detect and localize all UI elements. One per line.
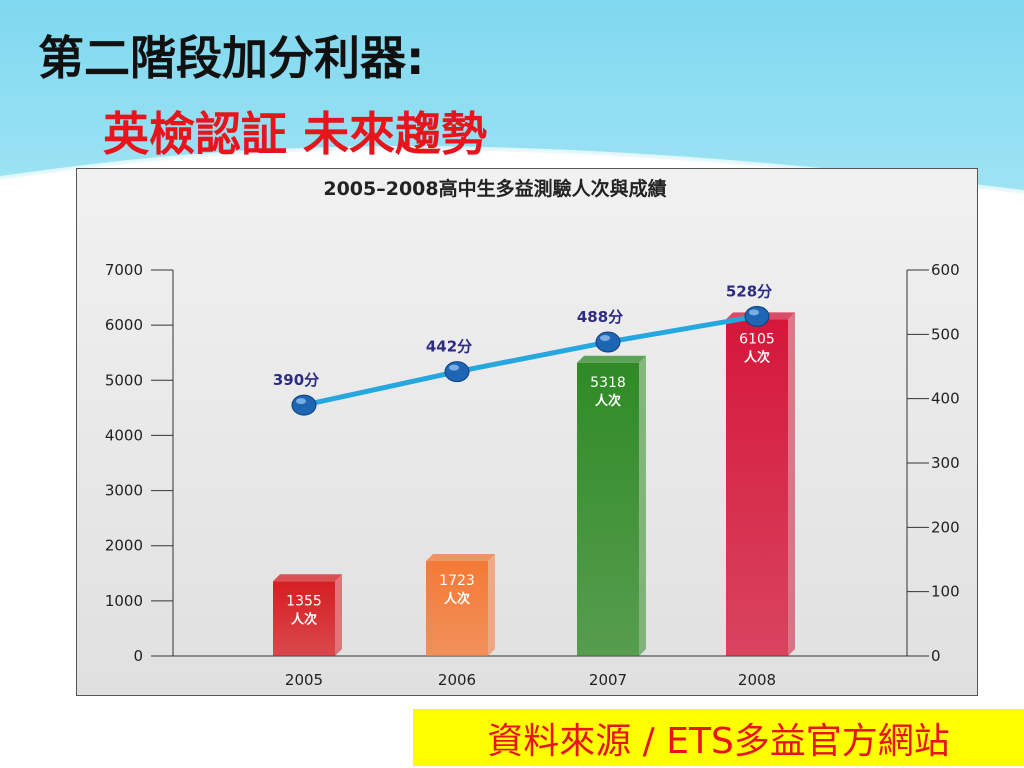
y-right-tick-label: 0 (931, 647, 941, 665)
bar-2006 (426, 560, 488, 656)
y-left-tick-label: 1000 (105, 592, 143, 610)
x-tick-label: 2005 (285, 671, 323, 689)
bar-unit-label: 人次 (744, 349, 770, 365)
bar-side-face (788, 312, 795, 656)
score-marker (595, 331, 621, 353)
chart-panel: 2005–2008高中生多益測驗人次與成績 0 1000 2000 3000 4000 5… (76, 168, 978, 696)
x-tick-label: 2007 (589, 671, 627, 689)
slide-heading: 第二階段加分利器: (38, 31, 425, 85)
score-marker-highlight (600, 335, 610, 342)
chart-canvas: 2005–2008高中生多益測驗人次與成績 010002000300040005… (105, 177, 960, 689)
y-right-tick-label: 200 (931, 518, 960, 536)
y-left-tick-label: 6000 (105, 316, 143, 334)
score-marker-highlight (749, 309, 759, 316)
y-left-tick-label: 2000 (105, 537, 143, 555)
score-marker (444, 361, 470, 383)
y-right-tick-label: 400 (931, 390, 960, 408)
score-label: 442分 (426, 338, 472, 356)
x-tick-label: 2006 (438, 671, 476, 689)
y-right-tick-label: 100 (931, 583, 960, 601)
bar-top-face (426, 553, 495, 561)
bar-side-face (488, 553, 495, 656)
bar-value-label: 5318 (590, 375, 626, 391)
bar-unit-label: 人次 (595, 393, 621, 409)
bar-value-label: 1355 (286, 593, 322, 609)
bar-2008 (726, 319, 788, 656)
y-right-tick-label: 300 (931, 454, 960, 472)
bar-value-label: 1723 (439, 573, 475, 589)
score-label: 528分 (726, 282, 772, 300)
bar-2007 (577, 362, 639, 656)
y-left-tick-label: 7000 (105, 261, 143, 279)
y-right-tick-label: 600 (931, 261, 960, 279)
y-left-tick-label: 5000 (105, 371, 143, 389)
slide-top-band (0, 0, 1024, 192)
chart-title: 2005–2008高中生多益測驗人次與成績 (323, 177, 666, 200)
score-marker (291, 394, 317, 416)
score-marker-highlight (449, 364, 459, 371)
bar-unit-label: 人次 (444, 591, 470, 607)
y-left-tick-label: 0 (133, 647, 143, 665)
y-right-tick-label: 500 (931, 325, 960, 343)
score-label: 390分 (273, 371, 319, 389)
score-label: 488分 (577, 308, 623, 326)
y-left-tick-label: 4000 (105, 426, 143, 444)
y-left-tick-label: 3000 (105, 482, 143, 500)
bar-value-label: 6105 (739, 331, 775, 347)
bar-side-face (335, 574, 342, 656)
x-tick-label: 2008 (738, 671, 776, 689)
bar-top-face (577, 355, 646, 363)
bar-2005 (273, 581, 335, 656)
slide-subheading: 英檢認証 未來趨勢 (103, 107, 488, 161)
bar-side-face (639, 355, 646, 656)
score-line (301, 313, 760, 408)
score-marker (744, 305, 770, 327)
bar-top-face (273, 574, 342, 582)
score-marker-highlight (296, 398, 306, 405)
source-note: 資料來源 / ETS多益官方網站 (413, 709, 1024, 766)
bar-unit-label: 人次 (291, 611, 317, 627)
